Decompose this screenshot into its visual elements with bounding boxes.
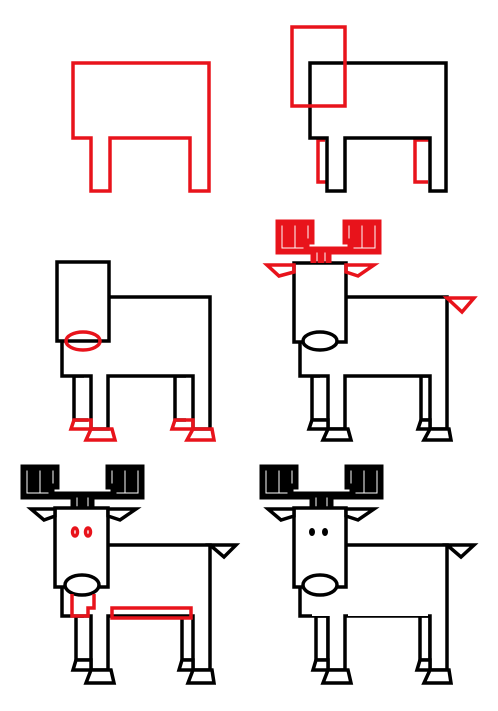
step-1-panel — [71, 61, 211, 193]
step-5-nose — [63, 573, 101, 597]
step-5-eye-right — [83, 526, 93, 538]
step-6-panel — [259, 464, 479, 685]
step-4-head — [292, 261, 348, 344]
step-5-ear-left — [26, 507, 57, 522]
step-4-panel — [262, 219, 478, 442]
step-6-antler-right — [320, 464, 384, 508]
step-6-hoof-3 — [414, 658, 432, 672]
step-3-hoof-3 — [169, 418, 195, 431]
step-3-hoof-4 — [184, 427, 217, 442]
step-2-panel — [290, 25, 448, 193]
step-2-body-outline — [308, 61, 448, 193]
step-2-back-leg-back — [316, 138, 330, 184]
step-6-back-leg-back — [314, 614, 330, 662]
step-4-antler-left — [275, 219, 324, 263]
step-6-hoof-2 — [320, 668, 354, 685]
step-6-hoof-1 — [310, 658, 330, 672]
step-4-hoof-2 — [320, 427, 354, 442]
step-6-tail — [442, 543, 479, 560]
step-5-belly — [110, 606, 193, 620]
step-3-back-leg-front — [173, 374, 186, 422]
step-4-back-leg-back — [310, 374, 326, 422]
step-4-nose — [301, 330, 339, 352]
step-6-eye-right — [322, 528, 328, 536]
step-3-hoof-1 — [68, 418, 93, 431]
step-5-panel — [20, 464, 241, 685]
step-2-back-leg-front — [413, 138, 430, 184]
step-5-chest — [70, 594, 96, 618]
step-6-ear-right — [344, 507, 380, 522]
step-6-chest-patch — [312, 594, 330, 616]
step-5-hoof-3 — [176, 658, 195, 672]
step-6-hoof-4 — [421, 668, 454, 685]
step-5-tail — [205, 543, 241, 560]
step-6-ear-left — [263, 507, 296, 522]
step-5-ear-right — [106, 507, 142, 522]
step-6-nose — [301, 573, 339, 597]
step-4-antler-right — [318, 219, 382, 263]
step-6-antler-left — [259, 464, 323, 508]
step-4-ear-left — [262, 263, 296, 278]
step-4-tail — [442, 296, 478, 315]
step-5-hoof-1 — [70, 658, 93, 672]
step-2-head — [290, 25, 347, 108]
step-5-antler-left — [20, 464, 84, 508]
step-3-nose — [64, 330, 102, 352]
step-5-eye-left — [70, 526, 80, 538]
step-5-back-leg-back — [74, 614, 90, 662]
step-6-belly-patch — [348, 606, 428, 616]
step-5-hoof-4 — [185, 668, 217, 685]
step-4-ear-right — [344, 263, 380, 278]
step-3-head — [55, 260, 111, 343]
step-1-body-outline — [71, 61, 211, 193]
step-6-eye-left — [309, 528, 315, 536]
step-4-hoof-1 — [306, 418, 330, 431]
step-5-antler-right — [81, 464, 145, 508]
step-3-hoof-2 — [83, 427, 118, 442]
step-3-back-leg-back — [72, 374, 88, 422]
step-3-panel — [55, 260, 217, 442]
step-5-hoof-2 — [83, 668, 117, 685]
step-4-hoof-3 — [415, 418, 432, 431]
step-4-hoof-4 — [421, 427, 454, 442]
